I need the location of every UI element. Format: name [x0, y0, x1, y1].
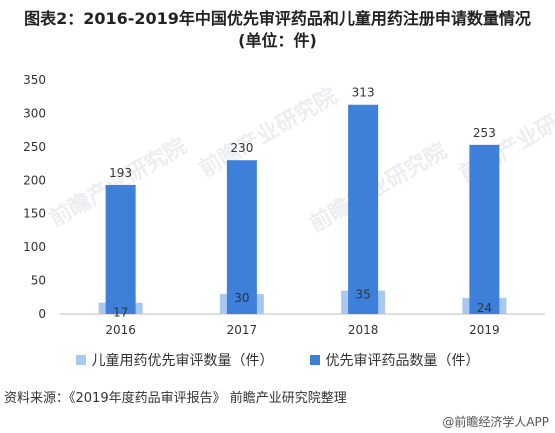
x-tick-label: 2017 [227, 323, 258, 337]
bar-chart: 0 50 100 150 200 250 300 350 193 17 2016 230 30 2017 3… [23, 73, 545, 337]
y-tick-label: 150 [23, 207, 46, 221]
legend-label-child: 儿童用药优先审评数量（件） [91, 353, 274, 369]
legend-item-priority: 优先审评药品数量（件） [309, 350, 480, 370]
chart-title-line1: 图表2：2016-2019年中国优先审评药品和儿童用药注册申请数量情况 [24, 9, 531, 28]
y-tick-label: 50 [31, 274, 46, 288]
y-tick-label: 100 [23, 240, 46, 254]
y-tick-label: 250 [23, 140, 46, 154]
source-note: 资料来源：《2019年度药品审评报告》 前瞻产业研究院整理 [4, 391, 347, 406]
bar-priority-2017 [226, 160, 257, 314]
x-tick-label: 2016 [105, 323, 136, 337]
y-tick-label: 0 [38, 307, 46, 321]
legend-swatch-priority [309, 355, 320, 365]
y-tick-label: 350 [23, 73, 46, 87]
data-label-child: 24 [477, 301, 492, 315]
x-tick-label: 2019 [469, 323, 500, 337]
data-label-child: 30 [234, 291, 249, 305]
bar-priority-2016 [105, 184, 136, 314]
legend-label-priority: 优先审评药品数量（件） [325, 353, 480, 369]
chart-title-line2: (单位：件) [238, 31, 317, 50]
x-tick-label: 2018 [348, 323, 379, 337]
bar-priority-2019 [469, 144, 500, 314]
y-tick-label: 200 [23, 173, 46, 187]
data-label-child: 35 [355, 288, 370, 302]
bar-priority-2018 [348, 104, 379, 314]
legend-swatch-child [75, 355, 86, 365]
data-label-priority: 193 [109, 166, 132, 180]
chart-title: 图表2：2016-2019年中国优先审评药品和儿童用药注册申请数量情况 (单位：… [0, 8, 555, 52]
data-label-priority: 253 [473, 126, 496, 140]
y-tick-label: 300 [23, 106, 46, 120]
legend: 儿童用药优先审评数量（件） 优先审评药品数量（件） [0, 350, 555, 370]
data-label-priority: 230 [230, 141, 253, 155]
legend-item-child: 儿童用药优先审评数量（件） [75, 350, 274, 370]
data-label-priority: 313 [352, 86, 375, 100]
footer-brand: @前瞻经济学人APP [442, 415, 549, 429]
data-label-child: 17 [113, 306, 128, 320]
